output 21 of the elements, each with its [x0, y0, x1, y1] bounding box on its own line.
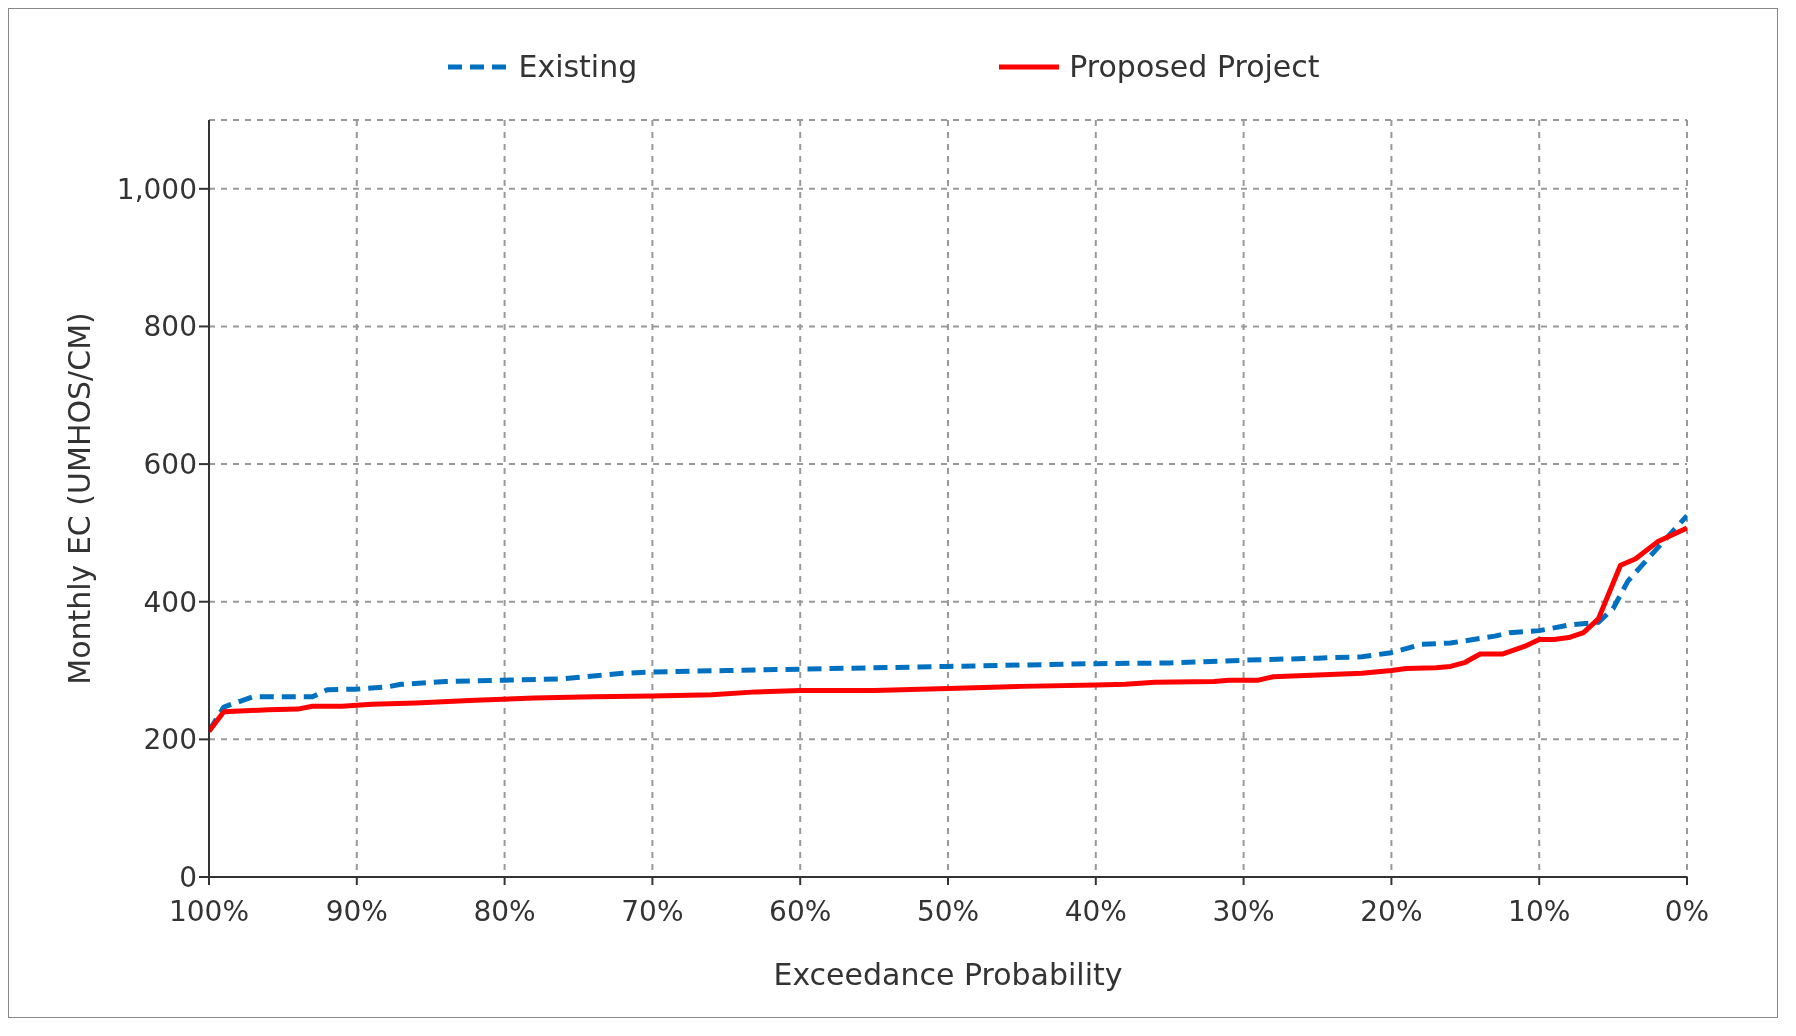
- x-tick-label: 60%: [769, 894, 832, 928]
- x-tick-label: 80%: [473, 894, 536, 928]
- x-tick-label: 70%: [621, 894, 684, 928]
- x-tick-label: 10%: [1508, 894, 1571, 928]
- legend-label: Proposed Project: [1069, 49, 1320, 84]
- y-tick-label: 0: [179, 860, 197, 894]
- y-tick-label: 400: [143, 585, 197, 619]
- x-tick-label: 0%: [1664, 894, 1710, 928]
- y-tick-label: 800: [143, 310, 197, 344]
- y-tick-label: 1,000: [116, 172, 197, 206]
- x-axis-title: Exceedance Probability: [773, 957, 1123, 992]
- y-tick-label: 600: [143, 448, 197, 482]
- x-tick-label: 50%: [916, 894, 980, 928]
- x-tick-label: 100%: [168, 894, 250, 928]
- x-tick-label: 40%: [1064, 894, 1127, 928]
- legend-label: Existing: [518, 49, 638, 84]
- x-tick-label: 30%: [1212, 894, 1275, 928]
- x-tick-label: 90%: [325, 894, 388, 928]
- x-tick-label: 20%: [1360, 894, 1423, 928]
- y-tick-label: 200: [143, 723, 197, 757]
- y-axis-title: Monthly EC (UMHOS/CM): [61, 312, 97, 685]
